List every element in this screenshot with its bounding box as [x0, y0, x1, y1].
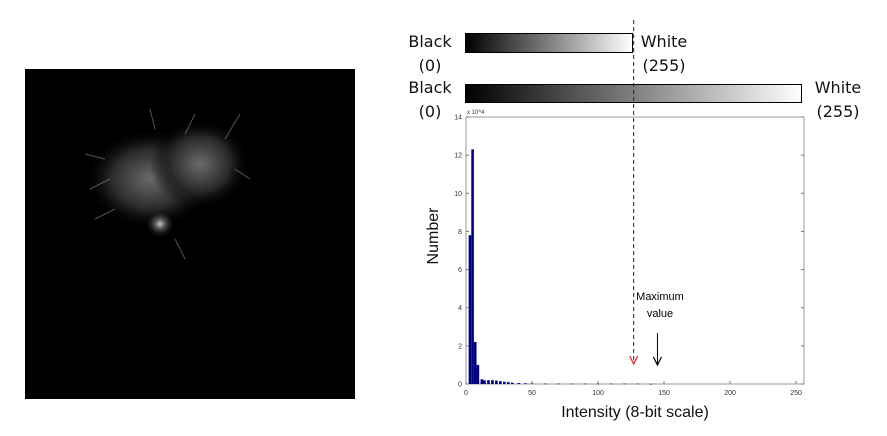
label-text: Black	[408, 78, 452, 97]
y-tick-label: 14	[454, 115, 462, 122]
x-tick-label: 0	[464, 390, 468, 397]
histogram-bar	[499, 381, 502, 384]
histogram-bar	[483, 380, 486, 384]
histogram-bar	[502, 381, 506, 384]
top-black-label: Black (0)	[405, 30, 455, 78]
x-tick-label: 100	[592, 390, 604, 397]
x-axis-label: Intensity (8-bit scale)	[561, 404, 709, 421]
histogram-bar	[557, 383, 560, 385]
histogram-bar	[468, 235, 472, 384]
top-white-label: White (255)	[634, 30, 694, 78]
histogram-bar	[506, 382, 510, 384]
y-tick-label: 12	[454, 153, 462, 160]
cell-image	[84, 108, 251, 260]
y-tick-label: 4	[458, 305, 462, 312]
label-text: Black	[408, 32, 452, 51]
histogram-bar	[636, 383, 639, 385]
histogram-bar	[570, 383, 573, 385]
histogram-bar	[649, 383, 653, 385]
microscopy-image	[25, 69, 355, 399]
max-label-line1: Maximum	[636, 291, 684, 303]
histogram-bar	[623, 383, 626, 385]
y-axis-label: Number	[425, 207, 442, 265]
arrow-head-icon	[652, 356, 662, 367]
plot-frame	[465, 116, 805, 385]
histogram-bar	[583, 383, 587, 385]
histogram-bar	[609, 383, 613, 385]
y-tick-label: 10	[454, 191, 462, 198]
histogram-bar	[471, 149, 474, 384]
y-tick-label: 0	[458, 382, 462, 389]
label-text: White	[814, 78, 862, 97]
label-value: (255)	[816, 102, 860, 121]
label-text: White	[640, 32, 688, 51]
histogram-bar	[473, 342, 477, 384]
y-tick-label: 8	[458, 229, 462, 236]
histogram-bar	[510, 382, 514, 384]
label-value: (0)	[418, 102, 442, 121]
bottom-white-label: White (255)	[808, 76, 868, 124]
histogram-bar	[524, 383, 527, 384]
top-grayscale-bar	[465, 33, 633, 53]
histogram-bar	[480, 379, 484, 384]
y-tick-label: 6	[458, 267, 462, 274]
histogram-bar	[517, 383, 521, 384]
max-label-line2: value	[647, 308, 673, 320]
histogram-bar	[487, 380, 490, 384]
x-tick-label: 50	[528, 390, 536, 397]
x-tick-label: 200	[724, 390, 736, 397]
histogram-bar	[491, 380, 494, 384]
histogram-bar	[476, 364, 480, 384]
bottom-black-label: Black (0)	[405, 76, 455, 124]
x-tick-label: 150	[658, 390, 670, 397]
histogram-bar	[543, 383, 547, 385]
histogram-bar	[495, 380, 498, 384]
x-tick-label: 250	[790, 390, 802, 397]
y-tick-label: 2	[458, 343, 462, 350]
label-value: (255)	[642, 56, 686, 75]
label-value: (0)	[418, 56, 442, 75]
red-arrow-head-icon	[629, 355, 639, 366]
y-multiplier: x 10^4	[467, 110, 485, 116]
